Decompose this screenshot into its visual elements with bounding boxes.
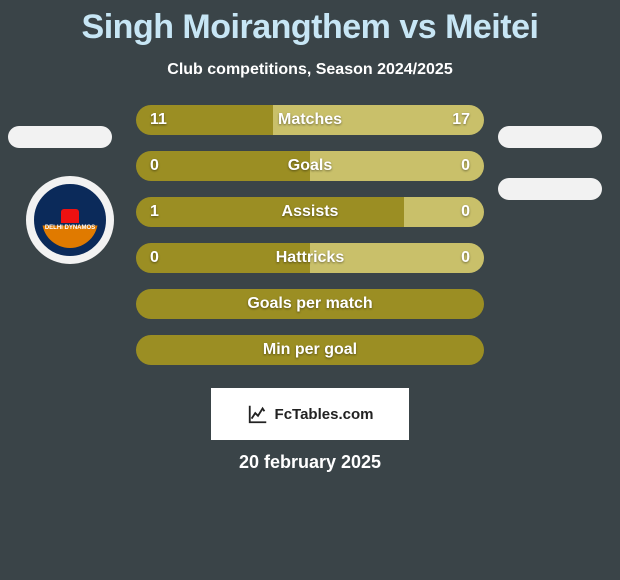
stat-row-matches: Matches11 17	[136, 105, 484, 135]
stat-left-value: 0	[150, 151, 159, 181]
stat-rows: Matches1117Goals00Assists10Hattricks00Go…	[136, 105, 484, 381]
date-text: 20 february 2025	[0, 452, 620, 473]
stat-label: Matches	[136, 105, 484, 135]
stat-label: Goals	[136, 151, 484, 181]
page-title: Singh Moirangthem vs Meitei	[0, 0, 620, 47]
page-subtitle: Club competitions, Season 2024/2025	[0, 61, 620, 79]
stat-left-value: 1	[150, 197, 159, 227]
stat-right-value: 0	[461, 197, 470, 227]
player-pill-right	[498, 178, 602, 200]
stat-label: Assists	[136, 197, 484, 227]
stat-label: Goals per match	[136, 289, 484, 319]
stat-left-value: 0	[150, 243, 159, 273]
stat-right-value: 17	[452, 105, 470, 135]
stat-row-min-per-goal: Min per goal	[136, 335, 484, 365]
team-crest: DELHI DYNAMOS	[26, 176, 114, 264]
stat-right-value: 0	[461, 243, 470, 273]
player-pill-right	[498, 126, 602, 148]
stat-label: Hattricks	[136, 243, 484, 273]
stat-left-value: 11	[150, 105, 167, 135]
stat-label: Min per goal	[136, 335, 484, 365]
crest-text: DELHI DYNAMOS	[45, 225, 95, 231]
player-pill-left	[8, 126, 112, 148]
chart-icon	[247, 403, 269, 425]
stat-row-goals: Goals0 0	[136, 151, 484, 181]
stat-right-value: 0	[461, 151, 470, 181]
stat-row-goals-per-match: Goals per match	[136, 289, 484, 319]
stat-row-assists: Assists1 0	[136, 197, 484, 227]
stat-row-hattricks: Hattricks0 0	[136, 243, 484, 273]
fctables-badge: FcTables.com	[211, 388, 409, 440]
badge-text: FcTables.com	[275, 406, 374, 423]
